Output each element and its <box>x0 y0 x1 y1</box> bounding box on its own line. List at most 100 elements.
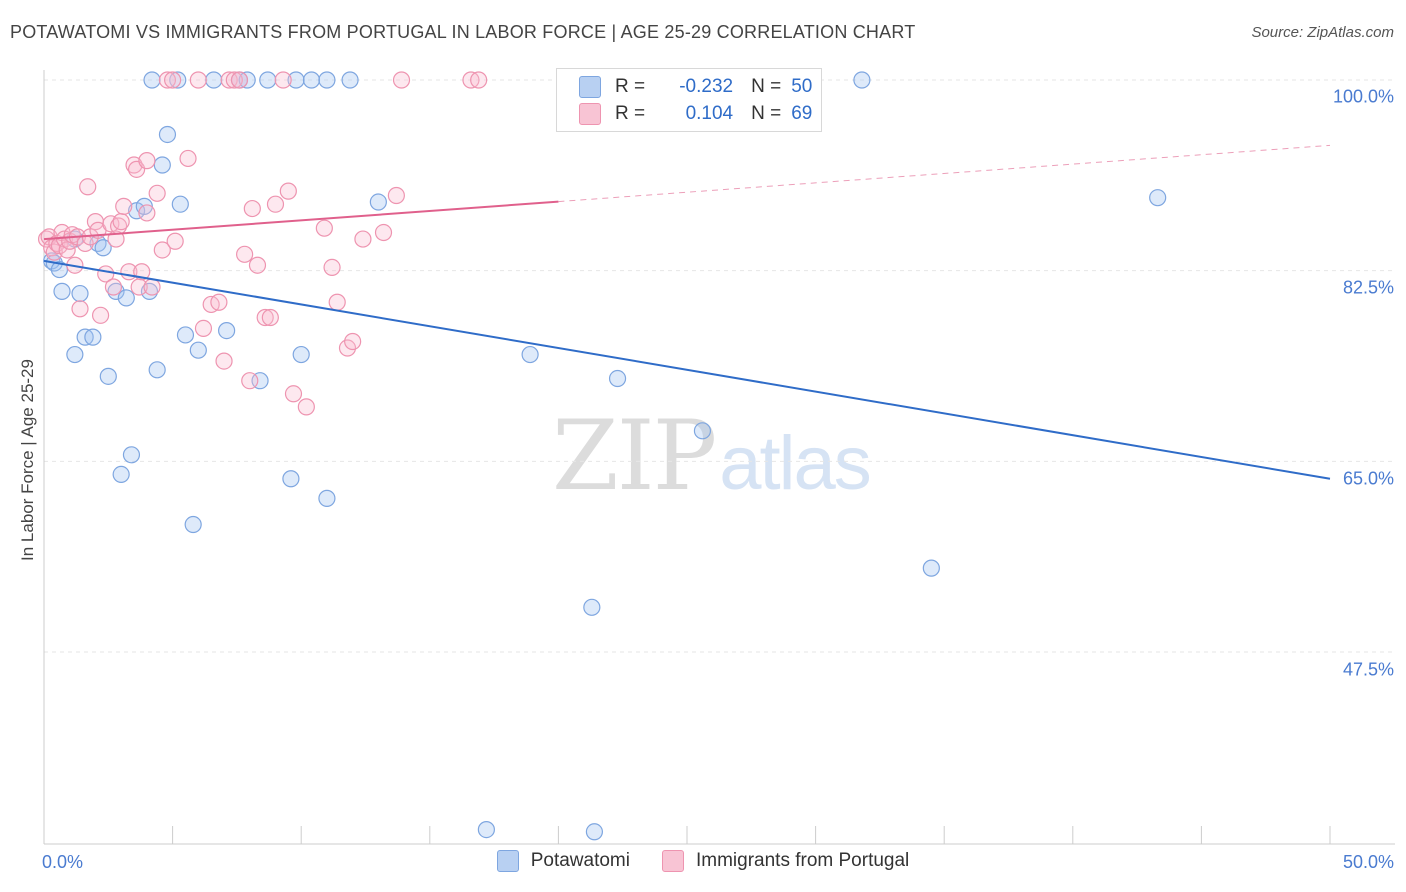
r-label: R = <box>615 76 646 97</box>
potawatomi-point-29 <box>218 321 236 340</box>
potawatomi-point-20 <box>148 361 166 379</box>
portugal-point-36 <box>153 241 171 259</box>
potawatomi-point-28 <box>205 71 223 89</box>
potawatomi-point-43 <box>521 345 539 364</box>
portugal-point-15 <box>79 178 97 196</box>
portugal-point-22 <box>104 278 123 296</box>
portugal-point-54 <box>261 308 279 327</box>
portugal-point-32 <box>138 152 156 170</box>
potawatomi-point-25 <box>176 326 195 344</box>
potawatomi-point-5 <box>66 345 84 364</box>
y-tick-label-65: 65.0% <box>1342 468 1394 489</box>
portugal-point-51 <box>243 199 261 218</box>
portugal-point-67 <box>387 186 405 205</box>
portugal-legend-swatch <box>661 850 684 872</box>
n-label: N = <box>751 76 782 97</box>
potawatomi-point-49 <box>922 559 940 577</box>
portugal-point-53 <box>256 308 274 327</box>
r-label: R = <box>615 103 646 124</box>
potawatomi-point-21 <box>153 156 171 174</box>
potawatomi-point-40 <box>341 71 359 89</box>
r-value-potawatomi: -0.232 <box>679 76 734 97</box>
potawatomi-point-2 <box>50 260 69 279</box>
potawatomi-point-26 <box>184 515 202 534</box>
n-value-potawatomi: 50 <box>791 76 813 97</box>
potawatomi-point-44 <box>583 598 601 616</box>
portugal-point-58 <box>284 385 303 403</box>
potawatomi-point-22 <box>158 125 177 144</box>
portugal-point-41 <box>189 71 207 89</box>
potawatomi-point-24 <box>171 195 189 213</box>
portugal-point-61 <box>323 258 341 276</box>
y-axis-label: In Labor Force | Age 25-29 <box>18 359 37 561</box>
portugal-point-68 <box>392 71 411 89</box>
potawatomi-point-45 <box>585 823 604 841</box>
potawatomi-point-39 <box>318 489 336 507</box>
potawatomi-point-41 <box>369 193 387 211</box>
series-legend: Potawatomi Immigrants from Portugal <box>0 850 1406 872</box>
potawatomi-point-3 <box>53 282 71 300</box>
potawatomi-point-14 <box>117 289 135 307</box>
legend-item-potawatomi[interactable]: Potawatomi <box>496 850 630 872</box>
portugal-point-33 <box>138 204 156 222</box>
portugal-swatch <box>579 103 601 125</box>
stats-row-potawatomi: R = -0.232 N = 50 <box>579 74 812 100</box>
potawatomi-point-11 <box>99 367 117 385</box>
portugal-point-38 <box>164 71 182 89</box>
y-tick-label-47-5: 47.5% <box>1342 659 1394 680</box>
potawatomi-point-37 <box>302 71 321 89</box>
portugal-point-42 <box>194 319 213 338</box>
chart-title: POTAWATOMI VS IMMIGRANTS FROM PORTUGAL I… <box>10 22 916 42</box>
portugal-point-19 <box>91 306 110 324</box>
portugal-point-35 <box>148 184 166 202</box>
potawatomi-point-38 <box>318 71 336 89</box>
potawatomi-point-33 <box>259 71 277 89</box>
source-label: Source: ZipAtlas.com <box>1251 24 1394 41</box>
stats-row-portugal: R = 0.104 N = 69 <box>579 101 812 127</box>
potawatomi-point-48 <box>853 71 871 89</box>
portugal-point-44 <box>210 293 228 311</box>
r-value-portugal: 0.104 <box>685 103 734 124</box>
potawatomi-point-27 <box>189 341 207 359</box>
y-tick-label-100: 100.0% <box>1332 86 1394 107</box>
portugal-point-66 <box>374 223 393 242</box>
potawatomi-trend-line <box>43 259 1331 480</box>
watermark-atlas: atlas <box>719 421 872 506</box>
portugal-point-50 <box>241 372 259 390</box>
potawatomi-point-15 <box>122 446 141 464</box>
legend-item-portugal[interactable]: Immigrants from Portugal <box>661 850 910 872</box>
y-tick-label-82-5: 82.5% <box>1342 277 1394 298</box>
legend-label-potawatomi: Potawatomi <box>530 850 630 871</box>
portugal-point-60 <box>315 219 333 237</box>
portugal-point-59 <box>297 398 315 416</box>
portugal-point-57 <box>279 182 297 200</box>
potawatomi-point-34 <box>282 470 300 488</box>
stats-legend: R = -0.232 N = 50 R = 0.104 N = 69 <box>556 68 822 132</box>
potawatomi-point-42 <box>477 820 495 839</box>
x-tick-label-min: 0.0% <box>42 852 84 872</box>
potawatomi-point-13 <box>112 465 130 484</box>
portugal-point-55 <box>266 195 285 213</box>
potawatomi-point-6 <box>71 284 89 303</box>
portugal-point-39 <box>166 232 184 250</box>
portugal-point-34 <box>143 278 161 296</box>
n-value-portugal: 69 <box>791 103 813 124</box>
n-label: N = <box>751 103 782 124</box>
potawatomi-point-19 <box>143 71 161 89</box>
portugal-point-49 <box>236 245 254 263</box>
portugal-point-70 <box>470 71 488 89</box>
portugal-point-13 <box>71 300 89 318</box>
legend-label-portugal: Immigrants from Portugal <box>695 850 910 871</box>
portugal-point-26 <box>115 197 133 215</box>
portugal-point-64 <box>344 332 362 351</box>
potawatomi-point-50 <box>1149 189 1167 207</box>
portugal-trend-line <box>43 200 559 241</box>
potawatomi-point-10 <box>94 239 112 257</box>
potawatomi-point-46 <box>608 369 627 388</box>
watermark-zip: ZIP <box>552 400 717 512</box>
portugal-point-48 <box>230 71 249 89</box>
watermark: ZIPatlas <box>552 400 872 512</box>
portugal-point-40 <box>179 149 197 168</box>
portugal-point-47 <box>225 71 243 89</box>
portugal-point-62 <box>328 293 346 311</box>
